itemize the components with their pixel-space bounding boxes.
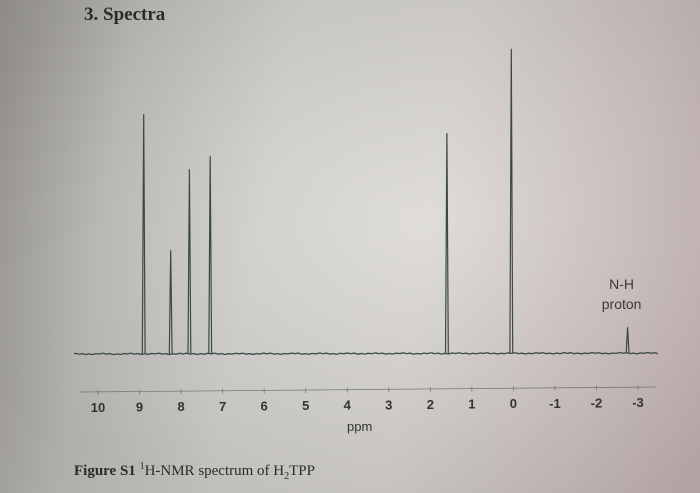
spectrum-peak [141, 114, 146, 354]
spectrum-peak [168, 250, 173, 354]
spectrum-peak [509, 48, 514, 354]
x-tick-label: 4 [344, 398, 352, 413]
x-tick-label: 3 [385, 397, 392, 412]
spectrum-peak [444, 133, 449, 354]
x-tick-label: 0 [510, 396, 517, 411]
x-tick-label: 9 [136, 399, 143, 414]
nh-proton-label-line1: N-H [609, 276, 634, 292]
x-tick-label: 6 [261, 398, 268, 413]
spectrum-peak [187, 169, 192, 354]
x-tick-label: 1 [468, 397, 475, 412]
x-axis-title: ppm [347, 419, 372, 434]
caption-text: H-NMR spectrum of H [144, 463, 285, 479]
x-axis-line [79, 386, 657, 393]
spectrum-peak [625, 327, 630, 354]
nh-proton-label-line2: proton [602, 296, 642, 312]
x-tick-label: 8 [177, 399, 184, 414]
spectrum-baseline [73, 351, 659, 356]
x-tick-label: -3 [632, 395, 644, 410]
x-tick-label: 7 [219, 399, 226, 414]
x-tick-label: 2 [427, 397, 434, 412]
x-tick-label: 5 [302, 398, 309, 413]
caption-figure-label: Figure S1 [74, 463, 136, 479]
x-tick-label: -1 [549, 396, 561, 411]
caption-subscript: 2 [284, 471, 290, 482]
spectrum-peak [208, 156, 213, 354]
caption-text-end: TPP [289, 463, 315, 479]
section-heading: 3. Spectra [84, 4, 166, 25]
x-tick-label: -2 [591, 396, 603, 411]
x-tick-label: 10 [91, 400, 105, 415]
figure-caption: Figure S1 1H-NMR spectrum of H2TPP [74, 461, 315, 482]
caption-superscript: 1 [139, 461, 145, 472]
